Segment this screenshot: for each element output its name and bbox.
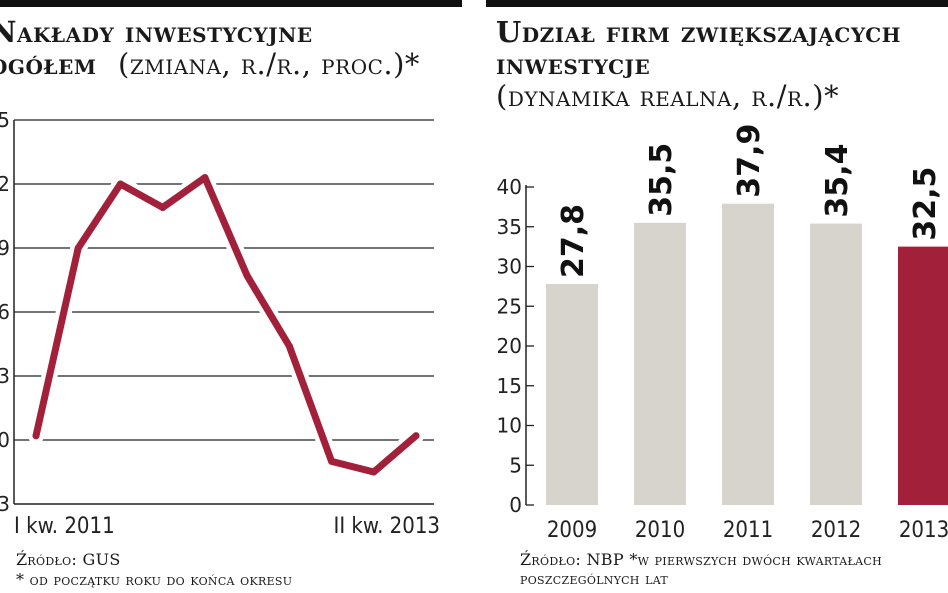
right-y-tick-label: 25 bbox=[497, 294, 522, 318]
left-x-label-start: I kw. 2011 bbox=[14, 514, 115, 539]
left-y-tick-label: 12 bbox=[0, 172, 10, 196]
left-chart-panel: Nakłady inwestycyjne ogółem (zmiana, r./… bbox=[0, 0, 462, 593]
bar-2011 bbox=[722, 203, 774, 505]
line-data-point bbox=[74, 244, 82, 252]
right-title-main: Udział firm zwiększających inwestycje bbox=[496, 15, 902, 81]
left-title-main: Nakłady inwestycyjne ogółem bbox=[0, 15, 313, 81]
line-data-point bbox=[328, 457, 336, 465]
bar-category-label: 2009 bbox=[547, 518, 597, 543]
bar-2012 bbox=[810, 223, 862, 505]
right-chart-panel: Udział firm zwiększających inwestycje (d… bbox=[486, 0, 948, 593]
right-y-tick-label: 0 bbox=[509, 493, 522, 517]
bar-value-label: 27,8 bbox=[556, 204, 591, 278]
left-y-tick-label: 0 bbox=[0, 428, 10, 452]
left-y-tick-label: 6 bbox=[0, 300, 10, 324]
bar-category-label: 2013 bbox=[899, 518, 948, 543]
left-top-rule bbox=[0, 0, 462, 7]
right-y-tick-label: 15 bbox=[497, 374, 522, 398]
left-footnote: * od początku roku do końca okresu bbox=[16, 570, 293, 589]
right-y-tick-label: 10 bbox=[497, 414, 522, 438]
left-y-tick-label: 9 bbox=[0, 236, 10, 260]
line-data-point bbox=[116, 180, 124, 188]
right-y-tick-label: 40 bbox=[497, 175, 522, 199]
bar-value-label: 37,9 bbox=[732, 124, 767, 198]
bar-chart: 40 35 30 25 20 15 10 5 0 27,8 2009 35,5 2010 37,9 2011… bbox=[497, 124, 948, 543]
bar-value-label: 35,5 bbox=[644, 143, 679, 217]
right-title-sub: (dynamika realna, r./r.)* bbox=[496, 79, 840, 113]
left-y-tick-label: 15 bbox=[0, 108, 10, 132]
left-title-sub: (zmiana, r./r., proc.)* bbox=[118, 47, 420, 81]
bar-2013 bbox=[898, 246, 948, 505]
bar-value-label: 35,4 bbox=[820, 144, 855, 218]
left-x-label-end: II kw. 2013 bbox=[333, 514, 440, 539]
line-data-point bbox=[243, 272, 251, 280]
right-top-rule bbox=[486, 0, 948, 7]
line-data-point bbox=[285, 342, 293, 350]
line-data-point bbox=[32, 432, 40, 440]
right-y-tick-label: 35 bbox=[497, 215, 522, 239]
right-chart-title: Udział firm zwiększających inwestycje bbox=[496, 16, 916, 80]
left-y-tick-label: -3 bbox=[0, 492, 10, 516]
right-title-subtitle: (dynamika realna, r./r.)* bbox=[496, 80, 839, 112]
line-data-point bbox=[159, 203, 167, 211]
bar-2009 bbox=[546, 283, 598, 505]
line-data-point bbox=[370, 468, 378, 476]
right-source: Źródło: NBP bbox=[520, 550, 624, 569]
right-y-tick-label: 5 bbox=[509, 453, 522, 477]
right-footnote: *w pierwszych dwóch kwartałach poszczegó… bbox=[520, 550, 883, 588]
line-data-point bbox=[412, 432, 420, 440]
bar-category-label: 2010 bbox=[635, 518, 685, 543]
left-y-tick-label: 3 bbox=[0, 364, 10, 388]
line-series bbox=[32, 174, 420, 476]
bar-value-label: 32,5 bbox=[908, 167, 943, 241]
line-chart: 15 12 9 6 3 0 -3I kw. 2011 II kw. 2013 bbox=[0, 108, 440, 539]
line-data-point bbox=[201, 174, 209, 182]
right-y-tick-label: 30 bbox=[497, 255, 522, 279]
bar-2010 bbox=[634, 222, 686, 505]
left-chart-title: Nakłady inwestycyjne ogółem bbox=[0, 16, 410, 80]
right-source-footnote: Źródło: NBP *w pierwszych dwóch kwartała… bbox=[520, 550, 948, 588]
bar-category-label: 2011 bbox=[723, 518, 773, 543]
left-source: Źródło: GUS bbox=[16, 550, 121, 569]
left-title-subtitle: (zmiana, r./r., proc.)* bbox=[118, 48, 420, 80]
right-y-tick-label: 20 bbox=[497, 334, 522, 358]
bar-category-label: 2012 bbox=[811, 518, 861, 543]
